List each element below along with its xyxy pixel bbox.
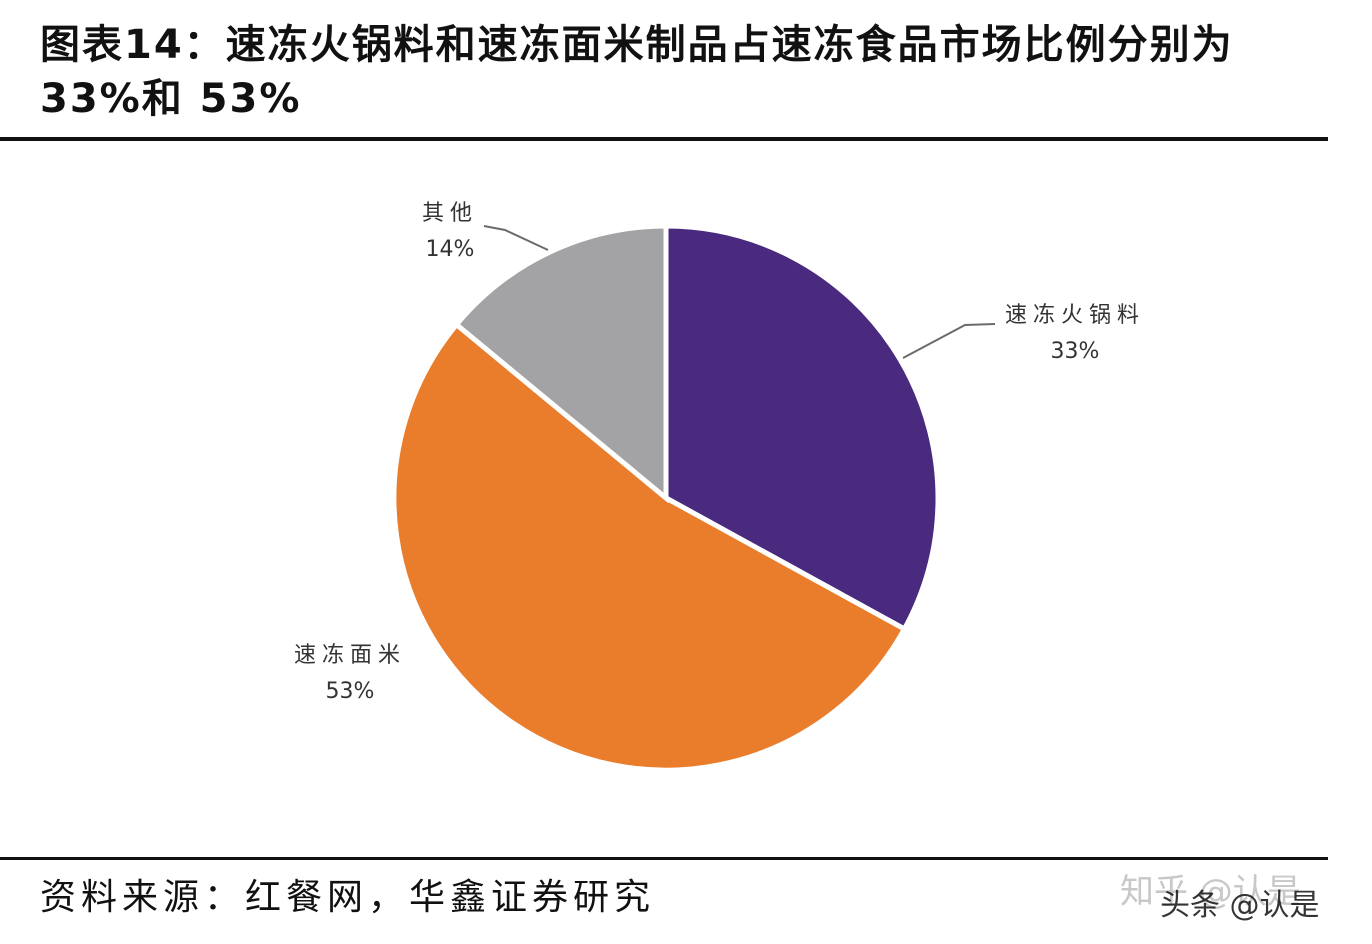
label-noodle: 速冻面米 53% (285, 638, 415, 710)
pie-chart (391, 223, 996, 773)
leader-line-other (483, 225, 549, 251)
label-noodle-name: 速冻面米 (293, 643, 406, 668)
leader-line-hotpot (902, 323, 996, 359)
slice-other (452, 223, 669, 504)
top-divider (0, 137, 1328, 141)
chart-title: 图表14：速冻火锅料和速冻面米制品占速冻食品市场比例分别为 33%和 53% (40, 22, 1234, 122)
watermark-toutiao: 头条 @认是 (1160, 888, 1320, 923)
watermark-zhihu: 知乎 @认是 (1120, 872, 1301, 912)
slice-noodle (391, 321, 908, 773)
label-hotpot-pct: 33% (1050, 339, 1100, 364)
label-other: 其他 14% (405, 196, 495, 268)
label-noodle-pct: 53% (325, 679, 375, 704)
source-note: 资料来源：红餐网，华鑫证券研究 (40, 877, 656, 918)
label-other-name: 其他 (421, 201, 478, 226)
label-hotpot-name: 速冻火锅料 (1004, 303, 1145, 328)
bottom-divider (0, 857, 1328, 860)
label-hotpot: 速冻火锅料 33% (995, 298, 1155, 370)
slice-hotpot (663, 223, 941, 633)
label-other-pct: 14% (425, 237, 475, 262)
